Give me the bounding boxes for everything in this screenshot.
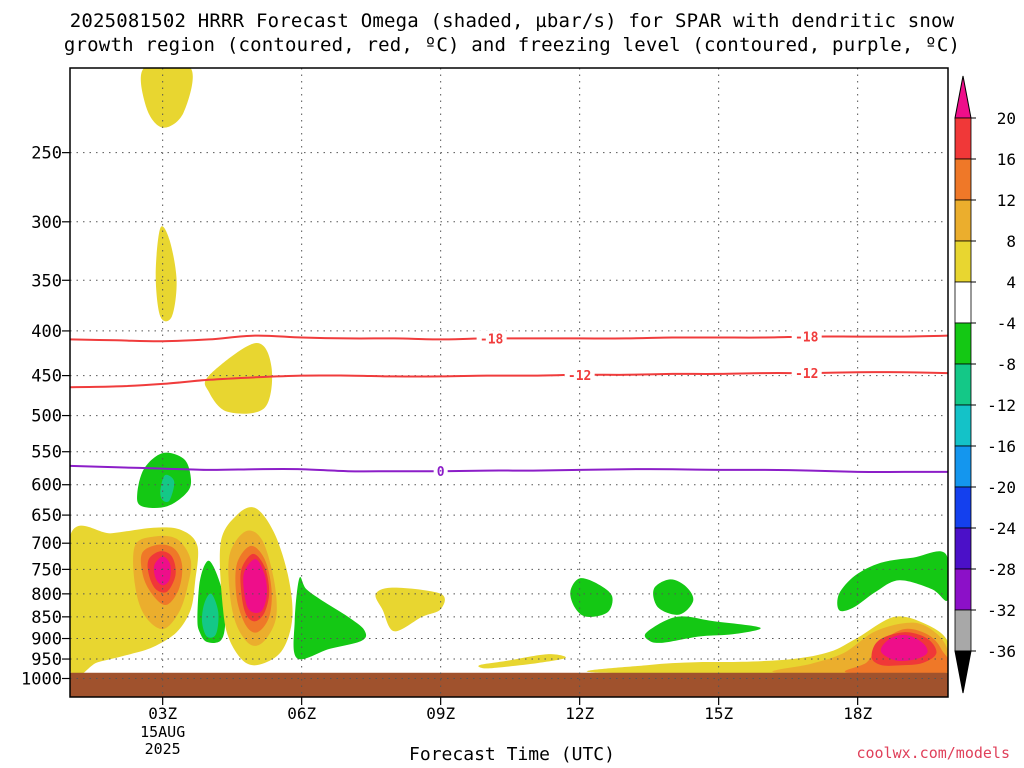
colorbar-segment-11 (954, 568, 972, 611)
omega-region-21 (653, 579, 694, 615)
x-tick-label-03Z: 03Z (148, 704, 177, 723)
y-tick-label-400: 400 (31, 322, 62, 342)
y-tick-label-650: 650 (31, 506, 62, 526)
contour-label--12-1: -12 (795, 367, 818, 382)
omega-region-11 (201, 593, 219, 638)
y-tick-label-300: 300 (31, 213, 62, 233)
colorbar-segment-12 (954, 609, 972, 652)
y-tick-label-750: 750 (31, 560, 62, 580)
credit-text: coolwx.com/models (856, 744, 1010, 762)
contour-label--18-1: -18 (795, 331, 819, 346)
contour-label-bg--12-1 (791, 365, 822, 382)
colorbar-label-12: -32 (987, 601, 1016, 620)
colorbar-label-6: -8 (997, 355, 1016, 374)
omega-region-0 (140, 68, 193, 128)
chart-title-line-2: growth region (contoured, red, ºC) and f… (63, 34, 961, 56)
x-axis-label: Forecast Time (UTC) (409, 744, 615, 765)
colorbar: 20 16 12 8 4 -4 -8 -12 -16 -20 -24 -28 -32 -36 (954, 75, 1016, 694)
x-tick-label-18Z: 18Z (843, 704, 872, 723)
x-tick-label-09Z: 09Z (426, 704, 455, 723)
y-tick-label-550: 550 (31, 443, 62, 463)
contour-label--12-0: -12 (568, 369, 591, 384)
y-tick-label-500: 500 (31, 407, 62, 427)
y-tick-label-700: 700 (31, 534, 62, 554)
grid-layer (70, 68, 948, 697)
omega-shading-layer (70, 68, 948, 678)
contour-label-0-0: 0 (437, 465, 445, 480)
colorbar-segment-0 (954, 117, 972, 160)
omega-region-9 (153, 556, 171, 586)
axes-layer: 2503003504004505005506006507007508008509… (21, 67, 949, 758)
contour-label-bg--18-0 (476, 330, 507, 347)
omega-region-16 (243, 559, 268, 613)
omega-region-4 (160, 474, 175, 502)
omega-region-19 (478, 654, 566, 669)
contour-line-0 (70, 464, 948, 473)
colorbar-segment-4 (954, 281, 972, 324)
colorbar-segment-9 (954, 486, 972, 529)
omega-region-20 (570, 578, 613, 617)
contour-label-bg--12-0 (564, 366, 595, 383)
y-tick-label-1000: 1000 (21, 669, 62, 689)
terrain-fill (70, 672, 948, 697)
colorbar-label-4: 4 (1006, 273, 1016, 292)
contour-label-bg-0-0 (433, 463, 448, 480)
y-tick-label-600: 600 (31, 476, 62, 496)
colorbar-label-1: 16 (997, 150, 1016, 169)
plot-frame (69, 67, 949, 698)
omega-region-23 (837, 551, 948, 612)
omega-region-28 (880, 634, 928, 662)
y-tick-label-450: 450 (31, 367, 62, 387)
contour-label-bg--18-1 (791, 328, 822, 345)
colorbar-label-11: -28 (987, 560, 1016, 579)
x-tick-label-12Z: 12Z (565, 704, 594, 723)
colorbar-top-arrow (954, 75, 972, 119)
y-tick-label-350: 350 (31, 271, 62, 291)
colorbar-segment-5 (954, 322, 972, 365)
colorbar-bottom-arrow (954, 650, 972, 694)
contour-layer: -18 -18 -12 -12 0 (70, 328, 948, 480)
x-tick-sublabel-0: 15AUG (140, 723, 185, 741)
colorbar-label-7: -12 (987, 396, 1016, 415)
colorbar-label-9: -20 (987, 478, 1016, 497)
colorbar-segment-3 (954, 240, 972, 283)
colorbar-segment-8 (954, 445, 972, 488)
contour-label--18-0: -18 (480, 332, 504, 347)
colorbar-segment-2 (954, 199, 972, 242)
colorbar-label-0: 20 (997, 109, 1016, 128)
y-tick-label-250: 250 (31, 144, 62, 164)
colorbar-label-13: -36 (987, 642, 1016, 661)
colorbar-label-2: 12 (997, 191, 1016, 210)
omega-region-1 (155, 226, 177, 322)
x-tick-label-06Z: 06Z (287, 704, 316, 723)
x-tick-sublabel-1: 2025 (145, 740, 181, 758)
y-tick-label-850: 850 (31, 608, 62, 628)
y-tick-label-950: 950 (31, 650, 62, 670)
colorbar-label-10: -24 (987, 519, 1016, 538)
omega-region-18 (375, 587, 445, 632)
terrain-layer (70, 672, 948, 697)
colorbar-segment-6 (954, 363, 972, 406)
x-tick-label-15Z: 15Z (704, 704, 733, 723)
colorbar-label-8: -16 (987, 437, 1016, 456)
colorbar-label-3: 8 (1006, 232, 1016, 251)
colorbar-segment-1 (954, 158, 972, 201)
colorbar-segment-10 (954, 527, 972, 570)
y-tick-label-900: 900 (31, 630, 62, 650)
colorbar-segment-7 (954, 404, 972, 447)
chart-title-line-1: 2025081502 HRRR Forecast Omega (shaded, … (69, 10, 955, 32)
omega-region-17 (293, 577, 367, 660)
colorbar-label-5: -4 (997, 314, 1016, 333)
omega-region-22 (644, 616, 761, 643)
y-tick-label-800: 800 (31, 585, 62, 605)
